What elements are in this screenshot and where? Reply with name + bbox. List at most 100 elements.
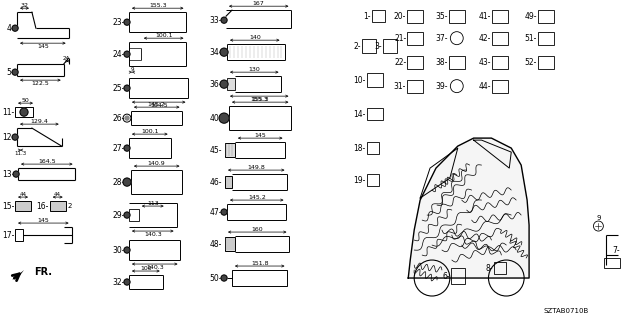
Text: 13-: 13- (2, 170, 14, 179)
Circle shape (124, 85, 130, 91)
Text: 145.2: 145.2 (148, 102, 166, 107)
Circle shape (12, 25, 18, 31)
Text: 9: 9 (596, 215, 601, 221)
Bar (232, 270, 287, 286)
Bar (225, 237, 235, 251)
Text: 12-: 12- (2, 132, 14, 142)
Bar (492, 80, 508, 92)
Text: 122.5: 122.5 (31, 81, 49, 86)
Text: 167: 167 (253, 1, 264, 6)
Bar (367, 142, 378, 154)
Circle shape (124, 279, 130, 285)
Circle shape (221, 17, 227, 23)
Text: SZTAB0710B: SZTAB0710B (543, 308, 589, 314)
Text: 36-: 36- (209, 80, 222, 89)
Circle shape (125, 116, 129, 120)
Text: 2: 2 (68, 203, 72, 209)
Bar (225, 143, 235, 157)
Text: 140.9: 140.9 (148, 161, 166, 165)
Text: 145.2: 145.2 (248, 195, 266, 200)
Bar (407, 32, 423, 45)
Text: 10-: 10- (353, 76, 365, 85)
Text: 9: 9 (130, 67, 134, 72)
Text: 33-: 33- (209, 16, 222, 25)
Text: 32-: 32- (113, 277, 125, 286)
Text: 40-: 40- (209, 114, 222, 123)
Bar (367, 174, 378, 186)
Bar (492, 10, 508, 23)
Text: 6-: 6- (442, 272, 450, 281)
Text: 34-: 34- (209, 48, 222, 57)
Bar (15, 107, 33, 117)
Circle shape (221, 209, 227, 215)
Text: 20-: 20- (394, 12, 406, 21)
Text: 164.5: 164.5 (38, 159, 56, 164)
Circle shape (221, 275, 227, 281)
Text: 3-: 3- (375, 42, 383, 51)
Text: 25-: 25- (113, 84, 125, 92)
Circle shape (124, 145, 130, 151)
Text: 100.1: 100.1 (155, 33, 172, 38)
Text: 160: 160 (252, 227, 263, 232)
Text: 113: 113 (147, 201, 159, 205)
Circle shape (124, 19, 130, 25)
Text: 22-: 22- (394, 58, 406, 67)
Text: 155.3: 155.3 (149, 3, 166, 8)
Text: 32: 32 (20, 3, 29, 8)
Text: 140.3: 140.3 (144, 232, 162, 236)
Text: 14-: 14- (353, 110, 365, 119)
Bar (367, 108, 383, 120)
Text: 29-: 29- (113, 211, 125, 220)
Circle shape (220, 48, 228, 56)
Text: 38-: 38- (435, 58, 448, 67)
Text: 42-: 42- (479, 34, 492, 43)
Bar (407, 80, 423, 92)
Circle shape (12, 69, 18, 75)
Text: 30-: 30- (113, 245, 125, 254)
Text: 44-: 44- (479, 82, 492, 91)
Text: 28-: 28- (113, 178, 125, 187)
Text: 4-: 4- (6, 24, 14, 33)
Text: 155.3: 155.3 (250, 97, 268, 102)
Circle shape (124, 51, 130, 57)
Text: 100: 100 (140, 266, 152, 270)
Text: 51-: 51- (525, 34, 537, 43)
Text: 164.5: 164.5 (150, 103, 168, 108)
Circle shape (220, 80, 228, 88)
Bar (367, 73, 383, 87)
Text: FR.: FR. (34, 267, 52, 277)
Text: 47-: 47- (209, 208, 222, 217)
Bar (225, 176, 232, 188)
Circle shape (20, 108, 28, 116)
Bar (407, 10, 423, 23)
Text: 43-: 43- (479, 58, 492, 67)
Text: 8-: 8- (486, 264, 493, 273)
Text: 49-: 49- (525, 12, 537, 21)
Bar (362, 39, 376, 53)
Circle shape (123, 178, 131, 186)
Bar (383, 39, 397, 53)
Polygon shape (408, 138, 529, 278)
Bar (495, 262, 506, 274)
Text: 44: 44 (19, 192, 26, 196)
Text: 37-: 37- (435, 34, 448, 43)
Text: 145: 145 (37, 218, 49, 222)
Bar (15, 201, 31, 211)
Text: 2-: 2- (353, 42, 361, 51)
Text: 17-: 17- (2, 230, 14, 240)
Text: 11-: 11- (2, 108, 14, 116)
Text: 145: 145 (254, 132, 266, 138)
Text: 41-: 41- (479, 12, 492, 21)
Text: 145: 145 (37, 44, 49, 49)
Text: 129.4: 129.4 (31, 119, 48, 124)
Text: 151.8: 151.8 (251, 260, 268, 266)
Bar (492, 32, 508, 45)
Bar (538, 32, 554, 45)
Circle shape (124, 247, 130, 253)
Text: 140: 140 (249, 35, 260, 40)
Text: 23-: 23- (113, 18, 125, 27)
Text: 48-: 48- (210, 240, 222, 249)
Bar (50, 201, 65, 211)
Text: 44: 44 (54, 192, 61, 196)
Bar (407, 56, 423, 69)
